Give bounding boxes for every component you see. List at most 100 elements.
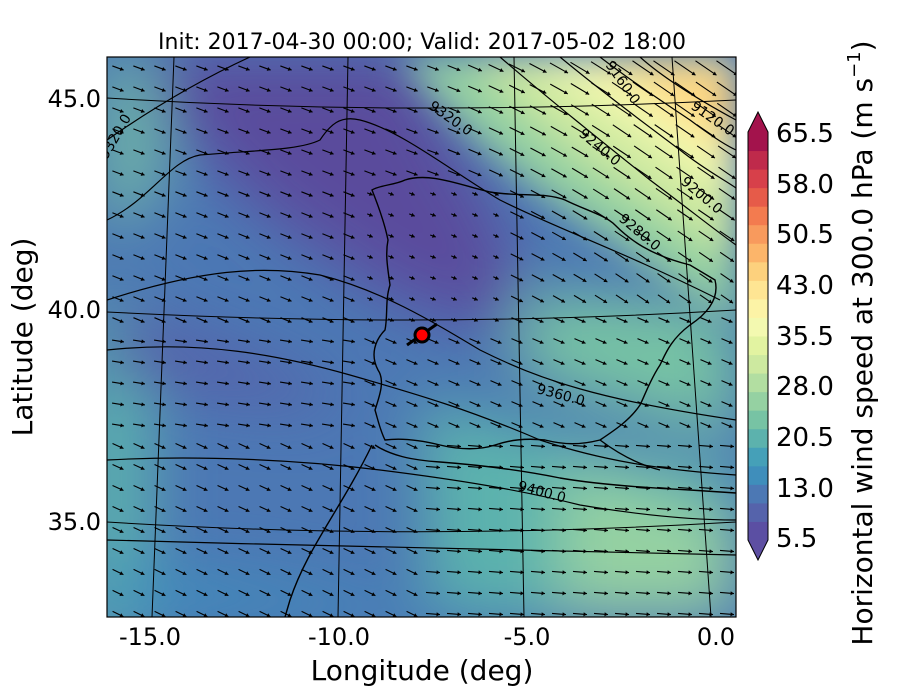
wind-arrow-head <box>434 361 439 365</box>
wind-arrow <box>570 83 590 95</box>
wind-arrow-head <box>562 528 566 533</box>
wind-arrow-head <box>182 66 187 71</box>
wind-arrow-head <box>625 549 629 554</box>
wind-arrow-head <box>119 298 124 302</box>
wind-arrow-head <box>350 129 355 134</box>
wind-arrow-head <box>688 507 692 512</box>
wind-arrow-head <box>266 571 271 575</box>
wind-arrow-head <box>330 339 334 344</box>
wind-arrow-head <box>350 277 355 281</box>
colorbar-segment <box>748 150 768 170</box>
wind-arrow <box>695 102 717 118</box>
y-tick-label: 40.0 <box>48 296 101 324</box>
wind-arrow-head <box>452 233 457 238</box>
wind-arrow-head <box>266 108 271 113</box>
wind-arrow-head <box>330 402 334 407</box>
wind-arrow-head <box>730 465 734 470</box>
wind-arrow-head <box>245 550 250 554</box>
wind-arrow-head <box>140 193 145 197</box>
wind-arrow-head <box>562 591 566 596</box>
y-tick-label: 35.0 <box>48 508 101 536</box>
colorbar-tick-label: 20.5 <box>776 423 834 453</box>
wind-arrow-head <box>542 110 547 115</box>
wind-arrow-head <box>561 257 566 261</box>
wind-arrow-head <box>224 172 229 176</box>
wind-arrow-head <box>583 486 587 491</box>
wind-arrow-head <box>625 465 629 470</box>
wind-arrow-head <box>392 66 397 71</box>
wind-arrow-head <box>539 382 544 386</box>
colorbar-segment <box>748 447 768 467</box>
wind-arrow-head <box>389 296 394 301</box>
wind-arrow <box>654 124 674 138</box>
wind-arrow-head <box>477 172 482 177</box>
wind-arrow-head <box>203 298 208 302</box>
x-tick-label: -10.0 <box>308 623 370 651</box>
wind-arrow-head <box>434 171 439 176</box>
colorbar-segment <box>748 261 768 281</box>
wind-arrow-head <box>224 592 229 596</box>
wind-arrow-head <box>494 275 499 280</box>
wind-arrow-head <box>410 275 415 280</box>
wind-arrow-head <box>455 382 460 386</box>
wind-arrow-head <box>624 299 629 304</box>
wind-arrow-head <box>246 381 250 386</box>
wind-arrow-head <box>287 319 292 323</box>
wind-arrow-head <box>520 89 525 94</box>
wind-arrow <box>674 81 696 97</box>
wind-arrow-head <box>389 233 394 238</box>
wind-arrow-head <box>140 571 145 575</box>
wind-arrow-head <box>392 361 397 365</box>
wind-arrow <box>716 81 736 96</box>
wind-arrow-head <box>119 172 124 176</box>
wind-arrow-head <box>457 549 461 554</box>
wind-arrow-head <box>540 256 545 261</box>
wind-arrow-head <box>245 319 250 323</box>
x-tick-label: -5.0 <box>504 623 551 651</box>
wind-arrow-head <box>626 154 631 158</box>
wind-arrow-head <box>687 258 692 262</box>
wind-arrow-head <box>203 529 208 533</box>
wind-arrow-head <box>119 487 124 491</box>
colorbar-tick-label: 50.5 <box>776 220 834 250</box>
wind-arrow-head <box>539 340 544 344</box>
wind-arrow-head <box>712 71 717 76</box>
wind-arrow-head <box>646 237 651 241</box>
wind-arrow-head <box>224 235 229 239</box>
wind-arrow-head <box>392 150 397 155</box>
wind-arrow-head <box>729 299 734 304</box>
wind-arrow-head <box>308 235 313 239</box>
wind-arrow-head <box>329 529 334 533</box>
wind-arrow-head <box>584 132 589 137</box>
wind-arrow-head <box>371 529 376 533</box>
wind-arrow-head <box>494 317 499 322</box>
colorbar-segment <box>748 298 768 318</box>
wind-arrow-head <box>161 592 166 596</box>
wind-arrow-head <box>182 172 187 176</box>
wind-arrow-head <box>225 360 229 365</box>
wind-arrow-head <box>413 550 418 554</box>
wind-arrow-head <box>494 233 499 238</box>
wind-arrow <box>612 103 632 117</box>
wind-arrow-head <box>436 570 440 575</box>
wind-arrow-head <box>330 381 334 386</box>
colorbar-tick-label: 35.5 <box>776 322 834 352</box>
colorbar-tick-label: 43.0 <box>776 271 834 301</box>
wind-arrow-head <box>499 89 504 93</box>
wind-arrow-head <box>308 613 313 617</box>
wind-arrow <box>591 103 611 117</box>
wind-arrow-head <box>330 360 334 365</box>
wind-arrow-head <box>710 175 715 179</box>
colorbar-segment <box>748 224 768 244</box>
wind-arrow-head <box>161 277 166 281</box>
colorbar-tick-label: 28.0 <box>776 372 834 402</box>
wind-arrow-head <box>436 465 440 470</box>
wind-arrow-head <box>203 150 208 155</box>
wind-arrow-head <box>413 66 418 71</box>
wind-arrow-head <box>582 236 587 241</box>
wind-arrow-head <box>410 233 415 238</box>
wind-arrow-head <box>457 570 461 575</box>
colorbar-segment <box>748 187 768 207</box>
wind-arrow-head <box>368 296 373 301</box>
wind-arrow-head <box>520 612 524 617</box>
